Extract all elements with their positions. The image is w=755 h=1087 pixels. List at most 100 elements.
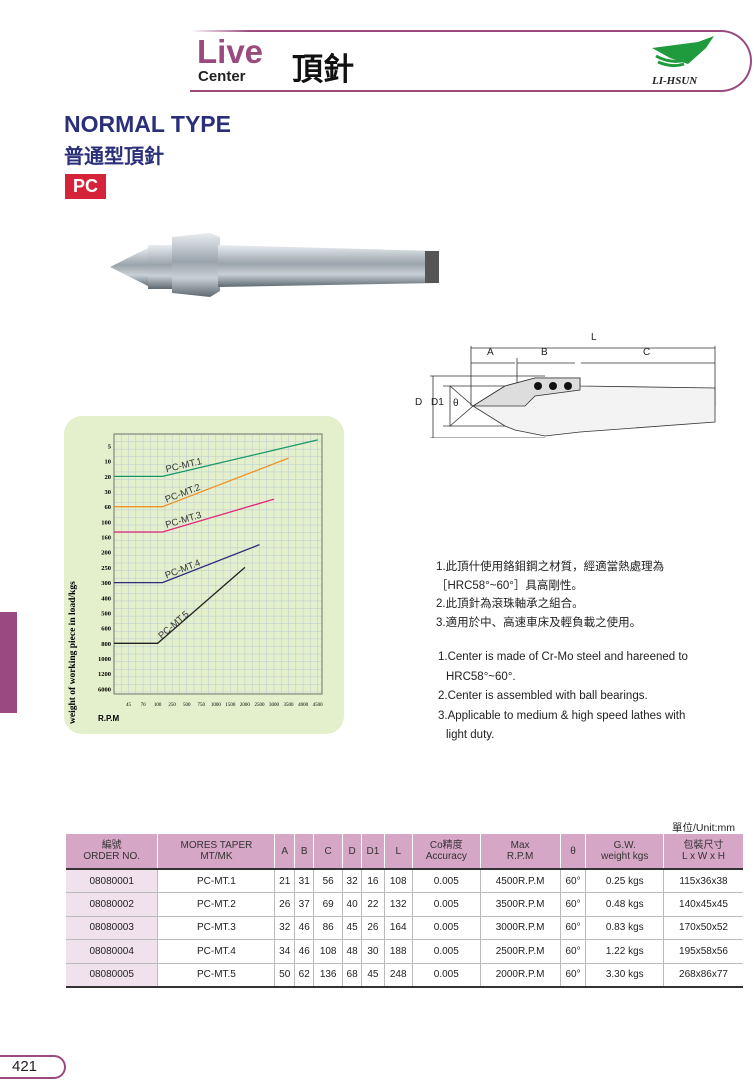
table-cell: 34 [274,939,295,964]
table-cell: 1.22 kgs [585,939,664,964]
table-cell: 32 [342,869,363,893]
live-center-product-image [110,233,439,297]
table-cell: 0.005 [412,869,481,893]
note-cn-3: 2.此頂針為滾珠軸承之組合。 [436,598,584,610]
notes-english: 1.Center is made of Cr-Mo steel and hare… [438,648,688,746]
side-tab [0,612,17,713]
note-en-1: 1.Center is made of Cr-Mo steel and hare… [438,651,688,663]
table-cell: 170x50x52 [663,916,743,940]
column-header: Co精度 Accuracy [412,834,481,870]
y-tick-label: 60 [105,504,112,511]
x-tick-label: 2500 [254,703,264,708]
table-cell: 0.005 [412,892,481,917]
spec-table: 編號 ORDER NO. MORES TAPER MT/MK A B C D D1 L Co精度 Ac… [66,834,743,988]
load-rpm-chart: 5 10 20 30 60 100 160 200 250 300 400 500 600 800 1000… [68,433,323,724]
table-cell: 248 [384,963,413,988]
table-cell: PC-MT.5 [157,963,276,988]
title-center: Center [198,68,246,85]
y-tick-label: 800 [101,641,111,648]
y-tick-label: 6000 [98,686,111,693]
y-tick-label: 1200 [98,671,111,678]
column-header: L [384,834,413,870]
table-cell: 3500R.P.M [480,892,561,917]
load-rpm-chart-panel [64,416,344,734]
table-cell: 0.83 kgs [585,916,664,940]
table-cell: 37 [294,892,315,917]
header-line-2: weight kgs [601,851,649,862]
x-tick-label: 3000 [269,703,280,708]
series-label: PC-MT.3 [164,510,203,531]
y-tick-label: 500 [101,610,111,617]
x-tick-label: 1500 [225,703,236,708]
column-header: D [342,834,363,870]
table-cell: PC-MT.2 [157,892,276,917]
table-cell: 195x58x56 [663,939,743,964]
notes-chinese: 1.此頂什使用鉻鉬鋼之材質，經適當熱處理為 ［HRC58°~60°］具高剛性。 … [436,558,664,632]
table-cell: 60° [560,963,587,988]
table-cell: 40 [342,892,363,917]
title-live: Live [197,33,264,70]
table-cell: 16 [361,869,385,893]
table-row: 08080003 PC-MT.3 32 46 86 45 26 164 0.005 3000R.P… [66,916,743,940]
table-cell: PC-MT.4 [157,939,276,964]
table-cell: 132 [384,892,413,917]
series-line-3 [114,498,275,533]
column-header: G.W. weight kgs [585,834,664,870]
section-title-cn: 普通型頂針 [64,146,164,168]
column-header: MORES TAPER MT/MK [157,834,276,870]
table-cell: 30 [361,939,385,964]
header-line-2: R.P.M [506,851,534,862]
y-tick-label: 160 [101,535,111,542]
table-cell: 2000R.P.M [480,963,561,988]
x-tick-label: 500 [183,703,191,708]
table-cell: 26 [361,916,385,940]
title-chinese: 頂針 [292,52,354,87]
table-cell: 08080003 [66,916,159,940]
series-line-4 [114,544,260,584]
y-tick-label: 400 [101,595,111,602]
note-en-2: 2.Center is assembled with ball bearings… [438,690,648,703]
table-cell: 46 [294,916,315,940]
table-cell: 0.005 [412,916,481,940]
header-line-2: MT/MK [200,851,233,862]
x-tick-label: 100 [154,703,162,708]
table-cell: 60° [560,869,587,893]
y-tick-label: 1000 [98,656,111,663]
table-cell: 108 [384,869,413,893]
table-cell: 08080005 [66,963,159,988]
unit-label: 單位/Unit:mm [672,822,735,834]
table-cell: 32 [274,916,295,940]
table-row: 08080001 PC-MT.1 21 31 56 32 16 108 0.005 4500R.P… [66,869,743,893]
table-cell: 46 [294,939,315,964]
dim-label-L: L [591,332,597,343]
table-cell: 0.005 [412,963,481,988]
dim-label-theta: θ [453,398,459,409]
x-tick-label: 750 [198,703,206,708]
note-cn-4: 3.適用於中、高速車床及輕負載之使用。 [436,616,642,629]
column-header: 編號 ORDER NO. [66,834,159,870]
li-hsun-logo-icon [652,36,714,68]
series-line-2 [114,457,289,508]
table-cell: 68 [342,963,363,988]
brand-name: LI-HSUN [652,75,698,87]
header-line-1: 編號 [101,840,122,851]
header-line-1: D [348,845,356,857]
y-tick-label: 200 [101,550,111,557]
table-row: 08080005 PC-MT.5 50 62 136 68 45 248 0.005 2000R.… [66,963,743,988]
y-tick-label: 10 [105,459,112,466]
table-cell: 3000R.P.M [480,916,561,940]
series-line-1 [114,439,318,478]
table-cell: 4500R.P.M [480,869,561,893]
table-cell: 08080004 [66,939,159,964]
dim-label-D1: D1 [431,397,444,408]
header-line-1: MORES TAPER [180,840,253,851]
table-cell: 08080002 [66,892,159,917]
header-line-1: A [281,845,289,857]
series-label: PC-MT.2 [164,482,202,506]
table-cell: 22 [361,892,385,917]
table-cell: 115x36x38 [663,869,743,893]
y-tick-label: 300 [101,580,111,587]
header-line-1: Co精度 [429,840,463,851]
table-cell: 108 [313,939,343,964]
table-cell: 62 [294,963,315,988]
